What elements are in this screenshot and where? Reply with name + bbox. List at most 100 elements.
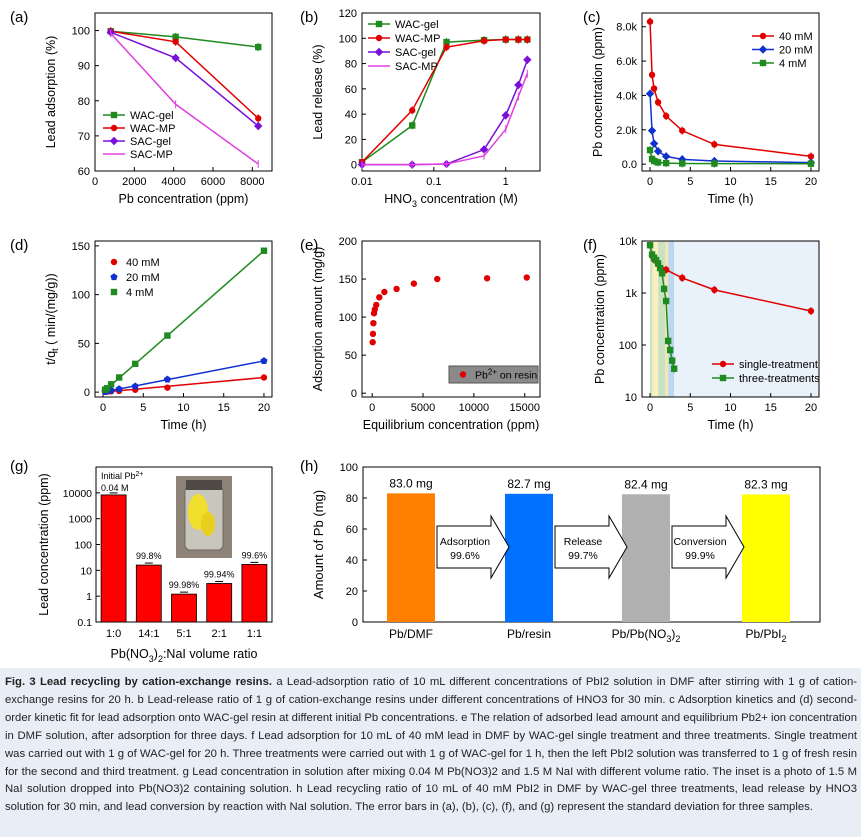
panel-a: (a) 60 70 80 90 100 0 2000 4000 6000 8000 Pb concen… — [10, 9, 273, 206]
x-axis-label: Pb(NO3)2:NaI volume ratio — [111, 647, 258, 664]
y-tick-label: 90 — [78, 61, 90, 73]
x-axis-label: Pb concentration (ppm) — [119, 192, 249, 206]
legend-entry: WAC-gel — [395, 19, 439, 31]
data-point — [658, 270, 666, 277]
x-tick-label: 2000 — [122, 176, 146, 188]
data-point — [443, 38, 450, 46]
label-part: Pb/Pb(NO — [612, 627, 667, 641]
data-point — [679, 274, 686, 282]
y-tick-label: 150 — [339, 274, 357, 286]
data-point — [409, 122, 416, 129]
data-point — [711, 141, 718, 148]
data-point — [260, 247, 268, 254]
data-point — [656, 264, 664, 272]
x-tick-label: 2:1 — [212, 628, 227, 640]
label-part: Pb — [475, 370, 488, 382]
legend-entry: 40 mM — [126, 257, 160, 269]
x-axis-label: HNO3 concentration (M) — [384, 192, 518, 209]
legend-entry: WAC-MP — [130, 123, 175, 135]
x-tick-label: 20 — [258, 402, 270, 414]
data-point — [393, 285, 400, 293]
panel-label: (a) — [10, 9, 28, 26]
data-point — [501, 111, 510, 120]
data-point — [115, 374, 123, 381]
data-point — [679, 127, 686, 134]
series-a-1 — [107, 27, 262, 123]
data-point — [172, 33, 179, 41]
data-point — [172, 38, 179, 45]
caption-title: Fig. 3 Lead recycling by cation-exchange… — [5, 676, 273, 688]
x-tick-label: 6000 — [201, 176, 225, 188]
x-tick-label: 10000 — [459, 402, 490, 414]
y-tick-label: 100 — [74, 540, 92, 552]
bar — [206, 583, 233, 623]
legend-entry: Pb2+ on resin — [475, 368, 537, 382]
label-part: t — [50, 348, 60, 351]
bar — [387, 493, 435, 622]
label-part: 2 — [158, 654, 163, 664]
y-axis-label: Amount of Pb (mg) — [311, 490, 326, 599]
y-tick-label: 10 — [625, 392, 637, 404]
legend-marker — [110, 124, 118, 132]
y-tick-label: 8.0k — [616, 22, 637, 34]
x-tick-label: 0.1 — [426, 176, 441, 188]
x-tick-label: 8000 — [240, 176, 264, 188]
data-point — [164, 332, 171, 339]
label-part: t/q — [44, 351, 58, 365]
bar — [241, 563, 268, 623]
legend-marker — [110, 258, 118, 266]
y-tick-label: 80 — [78, 96, 90, 108]
panel-f: (f) 10 100 1k 10k 0 5 10 15 20 Time (h) Pb concentr… — [583, 236, 820, 432]
x-tick-label: 5 — [687, 176, 693, 188]
y-axis-label: t/qt ( min/(mg/g)) — [44, 273, 60, 364]
legend-entry: WAC-MP — [395, 33, 440, 45]
data-point — [668, 357, 676, 364]
data-point — [652, 256, 660, 264]
series-line — [110, 30, 259, 48]
legend-marker — [109, 136, 119, 146]
x-tick-label: 20 — [805, 402, 817, 414]
legend-marker — [375, 20, 383, 28]
x-tick-label: 1 — [503, 176, 509, 188]
bar-label: 82.7 mg — [507, 477, 550, 491]
label-part: 2 — [675, 634, 680, 644]
series-b-1 — [358, 35, 531, 167]
data-point — [662, 112, 670, 120]
series-d-0 — [101, 374, 268, 396]
data-point — [661, 152, 671, 161]
series-d-1 — [101, 357, 268, 395]
x-tick-label: 15 — [218, 402, 230, 414]
label-part: 2 — [782, 634, 787, 644]
x-tick-label: 0 — [647, 402, 653, 414]
legend-entry: WAC-gel — [130, 110, 174, 122]
data-point — [711, 160, 718, 167]
series-c-1 — [645, 89, 816, 167]
data-point — [523, 55, 532, 64]
x-tick-label: Pb/PbI2 — [745, 627, 786, 644]
x-axis-label: Time (h) — [160, 418, 206, 432]
data-point — [164, 384, 171, 391]
legend-marker — [759, 59, 767, 67]
data-point — [660, 285, 668, 293]
label-part: 2+ — [488, 368, 497, 377]
panel-d: (d) 0 50 100 150 0 5 10 15 20 Time (h) t/qt ( min/(… — [10, 237, 273, 432]
data-point — [260, 357, 268, 364]
label-part: 2+ — [136, 471, 144, 478]
inset-note-2: 0.04 M — [101, 483, 129, 493]
plot-frame — [94, 12, 273, 172]
data-point — [654, 159, 662, 166]
y-tick-label: 20 — [345, 134, 357, 146]
y-tick-label: 40 — [346, 555, 358, 567]
label-part: 3 — [149, 654, 154, 664]
x-tick-label: 10 — [724, 176, 736, 188]
bar — [742, 494, 790, 622]
x-tick-label: 5:1 — [176, 628, 191, 640]
panel-label: (e) — [300, 237, 318, 254]
y-tick-label: 100 — [72, 26, 90, 38]
x-tick-label: 4000 — [161, 176, 185, 188]
y-tick-label: 1 — [86, 591, 92, 603]
bar-label: 82.4 mg — [624, 477, 667, 491]
y-tick-label: 60 — [345, 84, 357, 96]
label-part: ) — [671, 627, 675, 641]
